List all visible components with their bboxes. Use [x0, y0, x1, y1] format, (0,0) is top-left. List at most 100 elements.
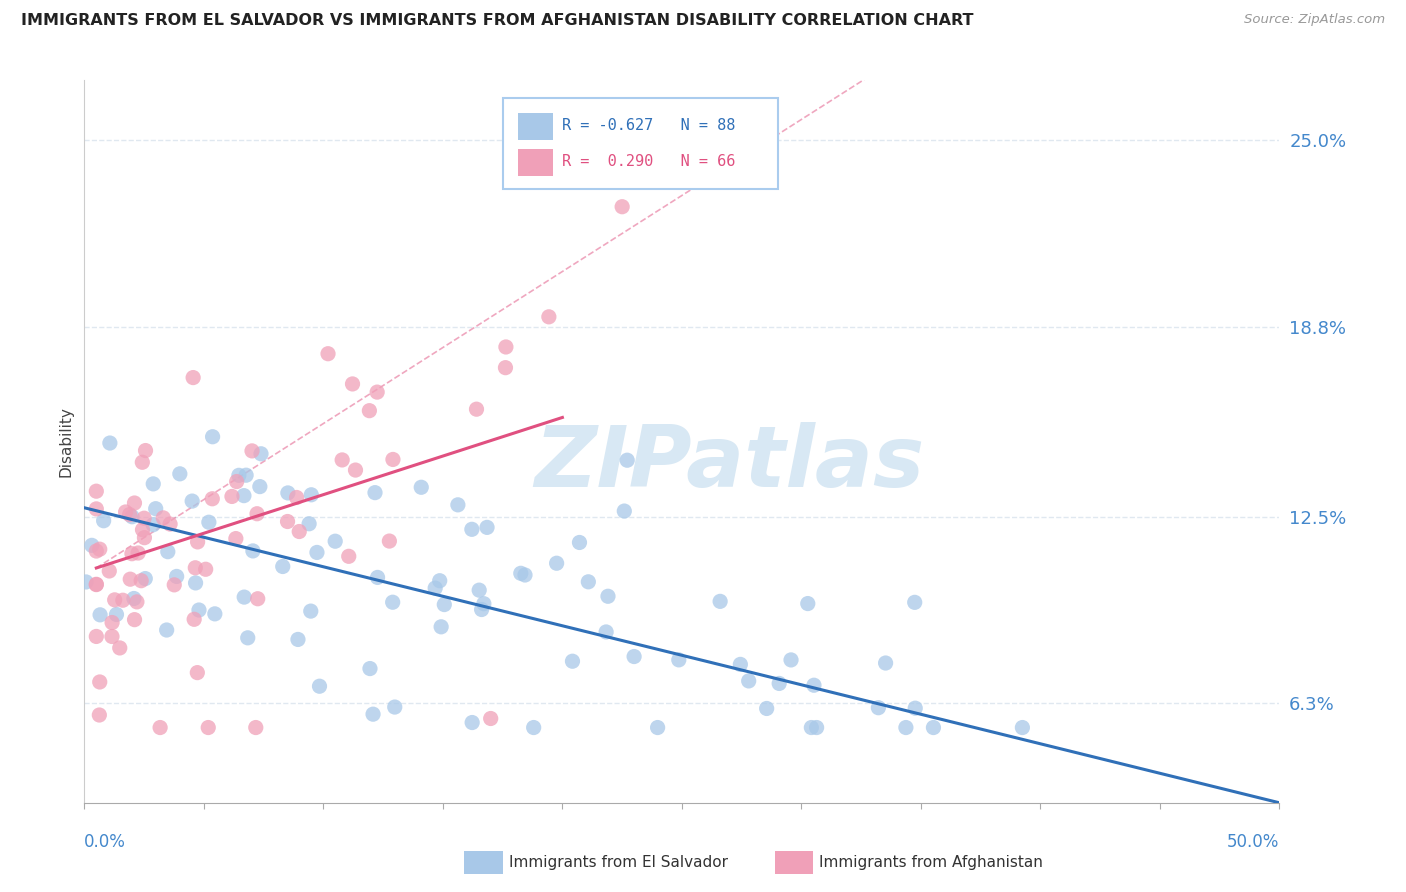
Point — [330, 453, 353, 467]
Point — [366, 385, 388, 400]
Point — [105, 607, 128, 622]
Point — [305, 545, 328, 559]
Point — [249, 480, 271, 494]
Point — [359, 403, 381, 417]
Point — [668, 653, 690, 667]
Text: 0.0%: 0.0% — [84, 833, 127, 851]
Point — [738, 673, 761, 688]
Point — [576, 574, 599, 589]
Point — [461, 522, 484, 536]
Point — [364, 485, 387, 500]
Point — [183, 612, 205, 626]
Point — [596, 589, 619, 603]
Point — [101, 630, 124, 644]
Point — [479, 712, 502, 726]
Point — [134, 443, 156, 458]
Point — [75, 574, 97, 589]
Point — [359, 662, 381, 676]
Point — [768, 676, 790, 690]
Point — [86, 484, 108, 499]
Point — [367, 570, 389, 584]
Point — [381, 595, 404, 609]
Point — [124, 613, 146, 627]
Point — [186, 665, 208, 680]
Point — [797, 597, 820, 611]
Point — [509, 566, 531, 581]
Point — [803, 678, 825, 692]
Point — [121, 509, 143, 524]
Point — [299, 488, 322, 502]
Point — [513, 568, 536, 582]
Point — [114, 505, 136, 519]
Point — [159, 517, 181, 532]
FancyBboxPatch shape — [775, 851, 814, 874]
Point — [163, 578, 186, 592]
Point — [612, 200, 634, 214]
Point — [1011, 721, 1033, 735]
FancyBboxPatch shape — [519, 149, 553, 176]
Point — [471, 602, 494, 616]
Point — [316, 347, 339, 361]
Point — [894, 721, 917, 735]
Point — [142, 476, 165, 491]
Point — [461, 715, 484, 730]
Point — [875, 656, 897, 670]
Point — [156, 623, 179, 637]
Point — [124, 496, 146, 510]
Point — [86, 577, 108, 591]
Point — [149, 721, 172, 735]
Point — [89, 675, 111, 690]
Point — [271, 559, 294, 574]
Point — [125, 595, 148, 609]
Point — [131, 523, 153, 537]
Point — [755, 701, 778, 715]
Point — [616, 453, 638, 467]
Point — [299, 604, 322, 618]
Point — [121, 547, 143, 561]
Point — [245, 721, 267, 735]
Point — [152, 511, 174, 525]
Point — [287, 632, 309, 647]
Point — [730, 657, 752, 672]
Point — [86, 630, 108, 644]
Point — [228, 468, 250, 483]
Point — [277, 486, 299, 500]
Point — [537, 310, 560, 324]
Point — [709, 594, 731, 608]
Text: Source: ZipAtlas.com: Source: ZipAtlas.com — [1244, 13, 1385, 27]
Point — [475, 520, 498, 534]
Point — [378, 534, 401, 549]
Point — [204, 607, 226, 621]
Point — [120, 572, 142, 586]
Point — [86, 544, 108, 558]
Point — [89, 542, 111, 557]
Point — [118, 508, 141, 522]
Point — [546, 556, 568, 570]
Point — [89, 708, 111, 723]
Text: Immigrants from El Salvador: Immigrants from El Salvador — [509, 855, 728, 871]
Text: IMMIGRANTS FROM EL SALVADOR VS IMMIGRANTS FROM AFGHANISTAN DISABILITY CORRELATIO: IMMIGRANTS FROM EL SALVADOR VS IMMIGRANT… — [21, 13, 973, 29]
Point — [465, 402, 488, 417]
Point — [495, 340, 517, 354]
Point — [904, 701, 927, 715]
FancyBboxPatch shape — [464, 851, 503, 874]
Point — [108, 640, 131, 655]
Point — [134, 572, 156, 586]
Point — [904, 595, 927, 609]
Point — [381, 452, 404, 467]
Point — [187, 535, 209, 549]
Point — [89, 607, 111, 622]
Text: 50.0%: 50.0% — [1227, 833, 1279, 851]
Point — [246, 507, 269, 521]
Point — [194, 562, 217, 576]
FancyBboxPatch shape — [519, 113, 553, 139]
Point — [780, 653, 803, 667]
Point — [344, 463, 367, 477]
Point — [188, 603, 211, 617]
Point — [922, 721, 945, 735]
Point — [166, 569, 188, 583]
Point — [472, 597, 495, 611]
Point — [242, 544, 264, 558]
Point — [232, 489, 254, 503]
Point — [98, 436, 121, 450]
